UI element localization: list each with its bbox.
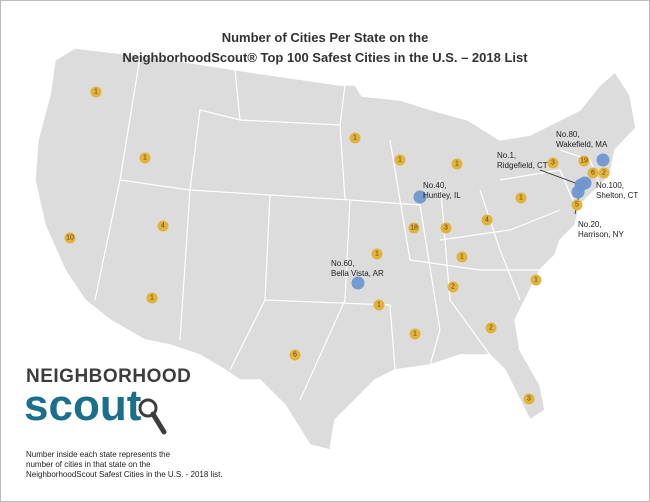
callout-label: No.80, bbox=[556, 130, 580, 139]
count-badge bbox=[289, 349, 301, 361]
logo-text: scout bbox=[24, 381, 142, 430]
title: Number of Cities Per State on the bbox=[222, 30, 429, 45]
count-badge bbox=[157, 220, 169, 232]
count-badge bbox=[523, 393, 535, 405]
city-dot bbox=[571, 185, 585, 199]
count-badge bbox=[451, 158, 463, 170]
state-count: 1 bbox=[519, 195, 523, 202]
state-count: 1 bbox=[413, 331, 417, 338]
callout-label: Bella Vista, AR bbox=[331, 269, 384, 278]
city-dot bbox=[413, 190, 427, 204]
callout-label: No.40, bbox=[423, 181, 447, 190]
callout-label: Harrison, NY bbox=[578, 230, 624, 239]
count-badge bbox=[409, 328, 421, 340]
state-count: 10 bbox=[66, 235, 74, 242]
note: NeighborhoodScout Safest Cities in the U… bbox=[26, 470, 223, 479]
state-count: 1 bbox=[377, 302, 381, 309]
state-count: 1 bbox=[455, 161, 459, 168]
count-badge bbox=[447, 281, 459, 293]
count-badge bbox=[408, 222, 420, 234]
callout-label: Ridgefield, CT bbox=[497, 161, 548, 170]
callout-label: No.60, bbox=[331, 259, 355, 268]
state-count: 4 bbox=[161, 223, 165, 230]
logo: NEIGHBORHOOD scout bbox=[24, 366, 191, 435]
count-badge bbox=[515, 192, 527, 204]
state-count: 1 bbox=[353, 135, 357, 142]
count-badge bbox=[64, 232, 76, 244]
callout-label: No.100, bbox=[596, 181, 624, 190]
callout-label: No.1, bbox=[497, 151, 516, 160]
state-count: 1 bbox=[94, 89, 98, 96]
state-count: 5 bbox=[575, 202, 579, 209]
state-count: 1 bbox=[375, 251, 379, 258]
state-count: 6 bbox=[293, 352, 297, 359]
count-badge bbox=[90, 86, 102, 98]
count-badge bbox=[349, 132, 361, 144]
state-count: 19 bbox=[580, 158, 588, 165]
city-dot bbox=[351, 276, 365, 290]
count-badge bbox=[373, 299, 385, 311]
state-count: 3 bbox=[527, 396, 531, 403]
note: number of cities in that state on the bbox=[26, 460, 151, 469]
state-count: 1 bbox=[143, 155, 147, 162]
count-badge bbox=[456, 251, 468, 263]
count-badge bbox=[578, 155, 590, 167]
count-badge bbox=[530, 274, 542, 286]
state-count: 2 bbox=[451, 284, 455, 291]
count-badge bbox=[547, 157, 559, 169]
logo-text: NEIGHBORHOOD bbox=[26, 366, 191, 387]
count-badge bbox=[394, 154, 406, 166]
count-badge bbox=[598, 167, 610, 179]
state-count: 1 bbox=[534, 277, 538, 284]
count-badge bbox=[485, 322, 497, 334]
state-count: 1 bbox=[460, 254, 464, 261]
state-count: 2 bbox=[489, 325, 493, 332]
state-count: 3 bbox=[551, 160, 555, 167]
state-count: 18 bbox=[410, 225, 418, 232]
count-badge bbox=[481, 214, 493, 226]
callout-label: Huntley, IL bbox=[423, 191, 461, 200]
count-badge bbox=[587, 167, 599, 179]
count-badge bbox=[571, 199, 583, 211]
magnifier bbox=[138, 398, 158, 418]
count-badge bbox=[371, 248, 383, 260]
magnifier-handle bbox=[150, 411, 167, 435]
note: Number inside each state represents the bbox=[26, 450, 171, 459]
city-dot bbox=[596, 153, 610, 167]
city-dot bbox=[578, 176, 592, 190]
count-badge bbox=[146, 292, 158, 304]
title: NeighborhoodScout® Top 100 Safest Cities… bbox=[122, 50, 528, 65]
state-count: 1 bbox=[398, 157, 402, 164]
state-count: 4 bbox=[485, 217, 489, 224]
state-count: 6 bbox=[591, 170, 595, 177]
count-badge bbox=[440, 222, 452, 234]
state-count: 2 bbox=[602, 170, 606, 177]
callout-label: Shelton, CT bbox=[596, 191, 638, 200]
count-badge bbox=[139, 152, 151, 164]
callout-label: No.20, bbox=[578, 220, 602, 229]
state-count: 1 bbox=[150, 295, 154, 302]
state-count: 3 bbox=[444, 225, 448, 232]
callout-label: Wakefield, MA bbox=[556, 140, 608, 149]
